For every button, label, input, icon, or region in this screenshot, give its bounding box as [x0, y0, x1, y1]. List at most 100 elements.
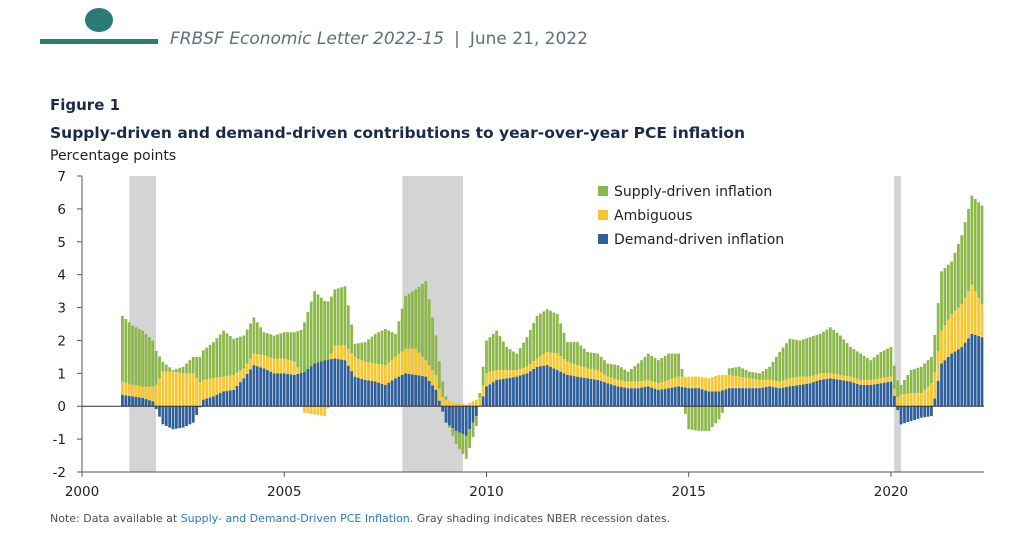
demand-bar	[879, 383, 883, 407]
ambiguous-bar	[357, 358, 360, 378]
demand-bar	[889, 381, 893, 407]
supply-bar	[451, 428, 455, 436]
ambiguous-bar	[512, 370, 515, 378]
supply-bar	[815, 334, 819, 375]
supply-bar	[555, 314, 559, 354]
ambiguous-bar	[657, 383, 660, 390]
supply-bar	[744, 370, 748, 378]
supply-bar	[124, 319, 128, 383]
supply-bar	[586, 351, 589, 369]
demand-bar	[188, 406, 192, 425]
demand-bar	[596, 379, 600, 407]
demand-bar	[957, 349, 960, 407]
demand-bar	[650, 387, 654, 407]
demand-bar	[892, 395, 896, 407]
ambiguous-bar	[191, 373, 195, 407]
supply-bar	[255, 322, 259, 355]
supply-bar	[633, 366, 637, 382]
ambiguous-bar	[741, 377, 745, 389]
ambiguous-bar	[872, 379, 876, 385]
demand-bar	[916, 406, 920, 419]
supply-bar	[313, 291, 316, 364]
ambiguous-bar	[616, 379, 620, 387]
supply-bar	[461, 434, 465, 454]
demand-bar	[845, 381, 849, 407]
demand-bar	[542, 365, 546, 407]
ambiguous-bar	[360, 360, 364, 379]
ambiguous-bar	[650, 381, 654, 388]
recession-band	[894, 176, 902, 472]
ambiguous-bar	[565, 361, 569, 375]
demand-bar	[552, 368, 556, 407]
supply-bar	[545, 309, 549, 352]
recession-band	[129, 176, 157, 472]
demand-bar	[228, 390, 232, 407]
supply-bar	[795, 339, 798, 378]
demand-bar	[370, 381, 374, 407]
supply-bar	[390, 332, 394, 360]
demand-bar	[909, 406, 913, 422]
ambiguous-bar	[889, 376, 893, 382]
ambiguous-bar	[539, 356, 542, 367]
ambiguous-bar	[205, 379, 209, 399]
supply-bar	[643, 356, 647, 381]
logo-bar	[40, 39, 158, 44]
ambiguous-bar	[957, 307, 960, 350]
ambiguous-bar	[333, 345, 337, 359]
ambiguous-bar	[559, 356, 563, 372]
supply-bar	[458, 432, 461, 449]
ambiguous-bar	[660, 382, 664, 390]
supply-bar	[444, 396, 448, 400]
supply-bar	[886, 348, 889, 378]
legend-label: Supply-driven inflation	[614, 184, 772, 200]
supply-bar	[764, 368, 768, 380]
demand-bar	[818, 379, 822, 407]
ambiguous-bar	[336, 345, 340, 360]
demand-bar	[444, 406, 448, 423]
demand-bar	[441, 406, 445, 412]
supply-bar	[539, 313, 542, 357]
demand-bar	[731, 388, 734, 407]
supply-bar	[680, 368, 684, 377]
demand-bar	[151, 401, 155, 407]
ambiguous-bar	[282, 358, 286, 374]
ambiguous-bar	[697, 376, 701, 389]
ambiguous-bar	[380, 364, 384, 384]
demand-bar	[485, 386, 488, 407]
demand-bar	[865, 384, 869, 407]
demand-bar	[953, 351, 957, 407]
demand-bar	[741, 388, 745, 407]
ambiguous-bar	[185, 373, 188, 407]
data-link[interactable]: Supply- and Demand-Driven PCE Inflation	[180, 512, 410, 525]
demand-bar	[458, 406, 461, 433]
demand-bar	[646, 386, 650, 407]
demand-bar	[572, 376, 576, 407]
ambiguous-bar	[865, 379, 869, 385]
supply-bar	[852, 349, 856, 378]
demand-bar	[977, 336, 980, 407]
ambiguous-bar	[754, 379, 758, 389]
ambiguous-bar	[461, 404, 465, 407]
demand-bar	[882, 382, 886, 407]
demand-bar	[141, 398, 145, 407]
supply-bar	[960, 235, 964, 305]
ambiguous-bar	[670, 378, 674, 388]
supply-bar	[980, 205, 984, 305]
demand-bar	[549, 366, 552, 407]
demand-bar	[161, 406, 165, 425]
ambiguous-bar	[340, 345, 343, 360]
demand-bar	[781, 387, 785, 407]
ambiguous-bar	[839, 374, 842, 380]
supply-bar	[282, 332, 286, 359]
demand-bar	[859, 384, 863, 407]
demand-bar	[896, 406, 900, 411]
demand-bar	[539, 366, 542, 407]
demand-bar	[599, 381, 603, 407]
supply-bar	[892, 365, 896, 389]
supply-bar	[336, 288, 340, 346]
demand-bar	[687, 388, 691, 407]
demand-bar	[474, 406, 478, 417]
demand-bar	[633, 388, 637, 407]
demand-bar	[734, 388, 738, 407]
supply-bar	[512, 351, 515, 371]
